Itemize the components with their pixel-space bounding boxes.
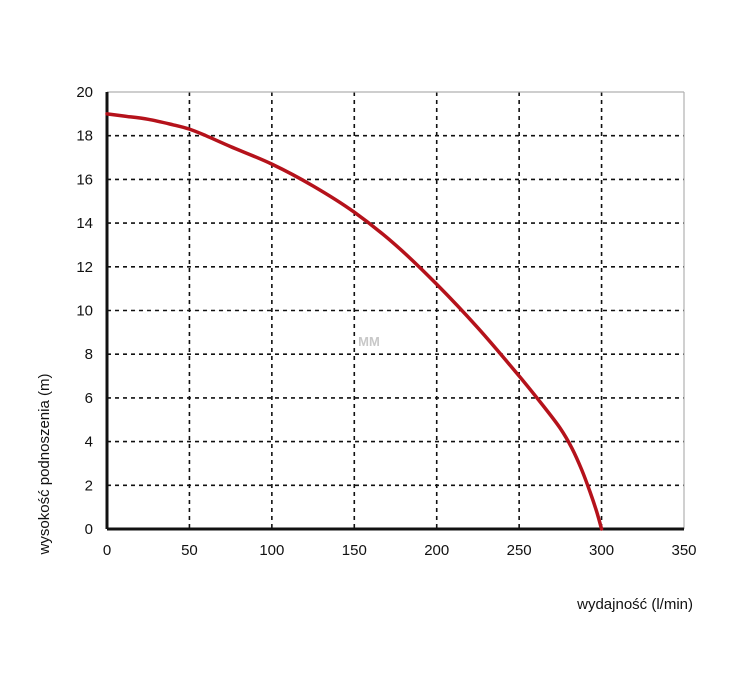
y-tick-label-8: 8 bbox=[85, 346, 93, 363]
x-tick-label-300: 300 bbox=[589, 542, 614, 559]
x-tick-label-200: 200 bbox=[424, 542, 449, 559]
axes bbox=[105, 91, 685, 531]
x-tick-label-250: 250 bbox=[507, 542, 532, 559]
y-tick-label-2: 2 bbox=[85, 477, 93, 494]
y-tick-label-20: 20 bbox=[76, 84, 93, 101]
y-tick-label-10: 10 bbox=[76, 303, 93, 320]
x-tick-label-50: 50 bbox=[181, 542, 198, 559]
x-tick-label-350: 350 bbox=[671, 542, 696, 559]
grid-lines bbox=[107, 92, 684, 529]
y-tick-label-4: 4 bbox=[85, 434, 93, 451]
x-tick-label-150: 150 bbox=[342, 542, 367, 559]
y-tick-label-6: 6 bbox=[85, 390, 93, 407]
x-tick-label-100: 100 bbox=[259, 542, 284, 559]
y-axis-title: wysokość podnoszenia (m) bbox=[36, 374, 53, 556]
y-tick-label-14: 14 bbox=[76, 215, 93, 232]
x-tick-label-0: 0 bbox=[103, 542, 111, 559]
y-tick-label-18: 18 bbox=[76, 128, 93, 145]
watermark: MM bbox=[358, 334, 380, 349]
y-tick-label-0: 0 bbox=[85, 521, 93, 538]
x-axis-title: wydajność (l/min) bbox=[576, 596, 693, 613]
series-line-0 bbox=[105, 112, 604, 531]
y-tick-label-12: 12 bbox=[76, 259, 93, 276]
tick-labels: 0 50 100 150 200 250 300 350 0 2 4 6 8 10 12 14 16 18 20 bbox=[76, 84, 696, 559]
series-group bbox=[105, 112, 604, 531]
y-tick-label-16: 16 bbox=[76, 171, 93, 188]
